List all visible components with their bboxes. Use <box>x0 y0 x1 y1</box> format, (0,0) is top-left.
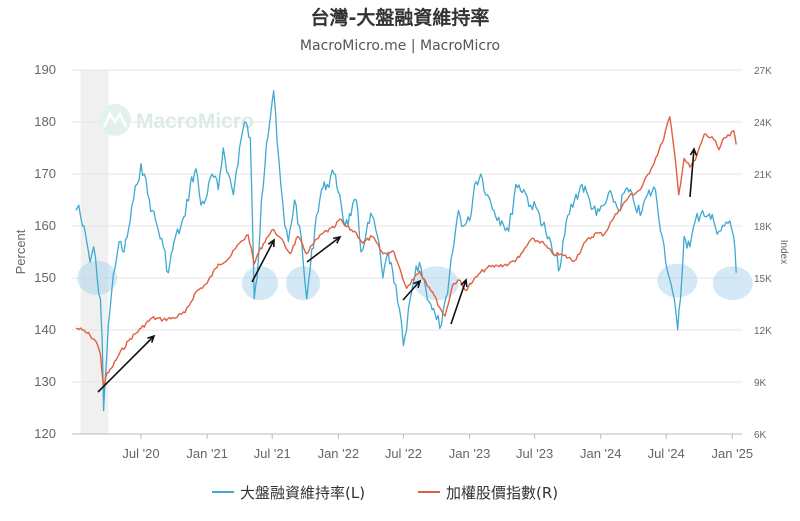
highlight-circle <box>242 266 278 301</box>
x-axis-ticks: Jul '20 Jan '21 Jul '21 Jan '22 Jul '22 Jan '… <box>122 434 753 461</box>
series-line-taiex <box>75 116 737 388</box>
right-tick-label: 12K <box>754 326 772 337</box>
chart-title: 台灣-大盤融資維持率 <box>311 6 490 29</box>
highlight-circle <box>286 266 321 301</box>
annotation-arrow <box>450 278 468 325</box>
annotation-arrow <box>97 334 156 393</box>
left-tick-label: 130 <box>34 374 56 389</box>
left-tick-label: 170 <box>34 166 56 181</box>
left-tick-label: 160 <box>34 218 56 233</box>
left-tick-label: 140 <box>34 322 56 337</box>
right-tick-label: 18K <box>754 222 772 233</box>
annotation-arrow <box>251 238 275 283</box>
right-axis-ticks: 27K 24K 21K 18K 15K 12K 9K 6K <box>754 66 772 441</box>
legend-label-taiex: 加權股價指數(R) <box>446 484 558 502</box>
left-axis-title: Percent <box>13 229 28 274</box>
right-tick-label: 24K <box>754 118 772 129</box>
legend-item-taiex[interactable]: 加權股價指數(R) <box>418 484 558 502</box>
highlight-circle <box>657 263 698 298</box>
highlight-circle <box>712 266 753 301</box>
left-tick-label: 120 <box>34 426 56 441</box>
right-tick-label: 21K <box>754 170 772 181</box>
watermark: MacroMicro <box>99 104 254 136</box>
x-tick-label: Jan '25 <box>712 446 754 461</box>
right-tick-label: 15K <box>754 274 772 285</box>
x-tick-label: Jul '21 <box>254 446 291 461</box>
legend-item-margin-ratio[interactable]: 大盤融資維持率(L) <box>212 484 365 502</box>
legend-label-margin-ratio: 大盤融資維持率(L) <box>240 484 365 502</box>
left-tick-label: 190 <box>34 62 56 77</box>
left-axis-ticks: 190 180 170 160 150 140 130 120 <box>34 62 56 441</box>
highlight-circles <box>77 261 753 301</box>
x-tick-label: Jan '22 <box>318 446 360 461</box>
right-tick-label: 9K <box>754 378 767 389</box>
left-tick-label: 180 <box>34 114 56 129</box>
right-tick-label: 27K <box>754 66 772 77</box>
x-tick-label: Jul '24 <box>648 446 685 461</box>
watermark-text: MacroMicro <box>136 110 254 133</box>
x-tick-label: Jan '24 <box>580 446 622 461</box>
x-tick-label: Jan '21 <box>186 446 228 461</box>
annotation-arrow <box>689 147 698 198</box>
left-tick-label: 150 <box>34 270 56 285</box>
legend: 大盤融資維持率(L) 加權股價指數(R) <box>212 484 558 502</box>
x-tick-label: Jul '20 <box>122 446 159 461</box>
right-tick-label: 6K <box>754 430 767 441</box>
chart-subtitle: MacroMicro.me | MacroMicro <box>300 38 500 54</box>
x-tick-label: Jan '23 <box>449 446 491 461</box>
x-tick-label: Jul '22 <box>385 446 422 461</box>
annotation-arrow <box>402 279 422 301</box>
annotation-arrows <box>97 147 698 393</box>
series-line-margin-ratio <box>75 90 737 412</box>
right-axis-title: Index <box>778 240 789 264</box>
x-tick-label: Jul '23 <box>516 446 553 461</box>
annotation-arrow <box>306 235 342 263</box>
